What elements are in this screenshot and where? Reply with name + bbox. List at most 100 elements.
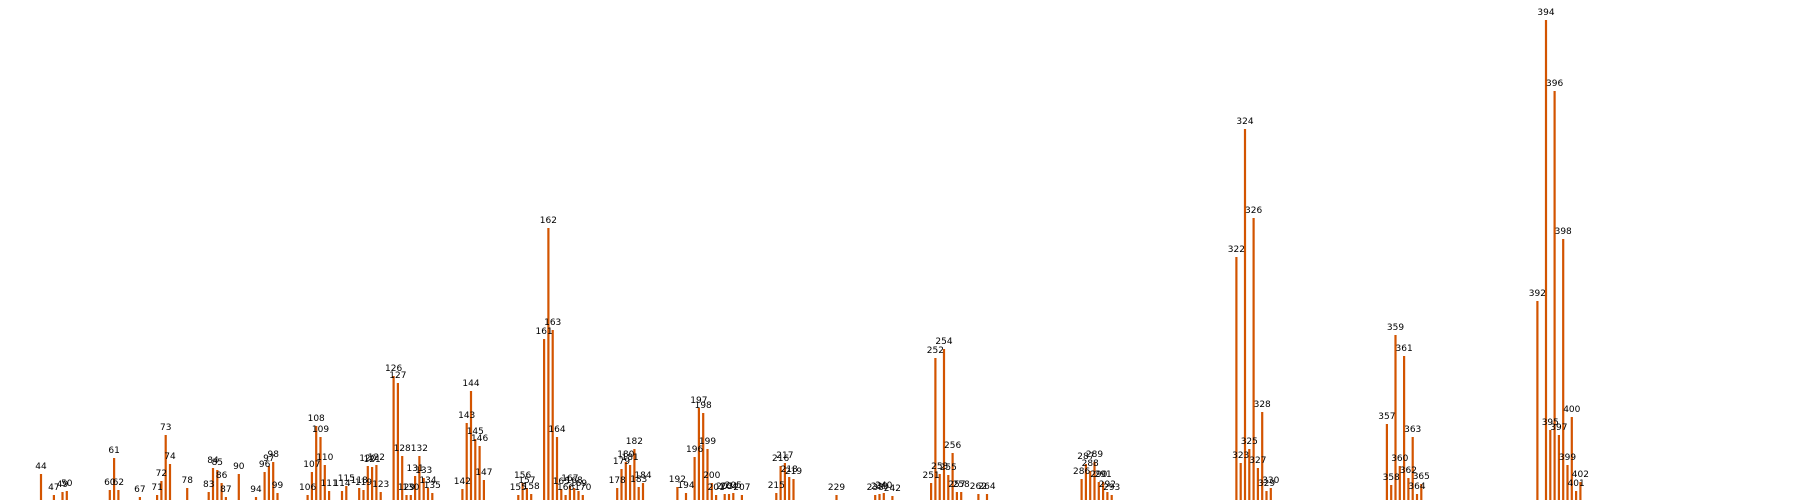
bar-label-240: 240 (875, 481, 892, 491)
bar-label-363: 363 (1404, 425, 1421, 435)
bar-238 (874, 495, 877, 500)
bar-label-109: 109 (312, 425, 329, 435)
bar-181 (629, 465, 632, 500)
bar-label-181: 181 (622, 453, 639, 463)
bar-label-126: 126 (385, 364, 402, 374)
bar-label-169: 169 (570, 479, 587, 489)
bar-label-256: 256 (944, 441, 961, 451)
bar-127 (396, 383, 399, 500)
bar-364 (1415, 494, 1419, 500)
bar-290 (1097, 482, 1100, 500)
bar-label-127: 127 (389, 371, 406, 381)
bar-329 (1265, 491, 1268, 500)
bar-label-364: 364 (1408, 482, 1425, 492)
bar-label-99: 99 (272, 481, 284, 491)
bar-134 (426, 488, 430, 500)
bar-label-229: 229 (828, 483, 845, 493)
bar-label-170: 170 (574, 483, 591, 493)
bar-label-90: 90 (233, 462, 245, 472)
bar-165 (560, 489, 563, 500)
bar-label-106: 106 (299, 483, 316, 493)
bar-label-107: 107 (303, 460, 320, 470)
bar-84 (211, 468, 215, 500)
bar-label-132: 132 (411, 444, 428, 454)
bar-203 (723, 494, 726, 500)
bar-109 (319, 437, 322, 500)
bar-label-327: 327 (1249, 456, 1266, 466)
bar-254 (942, 349, 946, 500)
bar-label-131: 131 (407, 464, 424, 474)
bar-161 (543, 339, 546, 500)
bar-label-130: 130 (402, 483, 419, 493)
bar-label-47: 47 (48, 483, 59, 493)
bar-label-325: 325 (1241, 437, 1258, 447)
bar-132 (418, 456, 421, 500)
bar-label-129: 129 (398, 483, 415, 493)
bar-61 (113, 458, 116, 500)
bar-label-401: 401 (1568, 479, 1585, 489)
bar-label-254: 254 (935, 337, 952, 347)
bar-164 (555, 437, 559, 500)
bar-label-399: 399 (1559, 453, 1576, 463)
bar-label-329: 329 (1258, 479, 1275, 489)
bar-label-361: 361 (1396, 344, 1413, 354)
bar-118 (358, 488, 361, 500)
bar-287 (1084, 464, 1087, 500)
bar-108 (315, 426, 318, 500)
bar-label-358: 358 (1383, 473, 1400, 483)
bar-400 (1570, 417, 1573, 500)
bar-60 (108, 490, 111, 500)
bar-258 (960, 492, 963, 500)
bar-72 (160, 481, 163, 500)
bar-label-161: 161 (536, 327, 553, 337)
bar-360 (1398, 466, 1401, 500)
bar-262 (977, 494, 980, 500)
bar-396 (1553, 91, 1556, 500)
bar-399 (1566, 465, 1569, 500)
bar-252 (934, 358, 937, 500)
bar-label-180: 180 (617, 450, 634, 460)
bar-label-215: 215 (768, 481, 785, 491)
bar-133 (422, 478, 425, 500)
bar-394 (1544, 20, 1548, 500)
bar-label-197: 197 (690, 396, 707, 406)
bar-362 (1407, 478, 1410, 500)
bar-257 (955, 492, 958, 500)
bar-label-360: 360 (1391, 454, 1408, 464)
bar-115 (345, 486, 348, 500)
bar-47 (52, 495, 55, 500)
bar-324 (1243, 129, 1247, 500)
bar-label-199: 199 (699, 437, 716, 447)
bar-label-135: 135 (424, 481, 441, 491)
bar-label-144: 144 (462, 379, 479, 389)
bar-label-110: 110 (316, 453, 333, 463)
bar-label-98: 98 (267, 450, 279, 460)
bar-label-264: 264 (978, 482, 995, 492)
bar-179 (620, 469, 623, 500)
bar-label-87: 87 (220, 485, 231, 495)
bar-label-357: 357 (1378, 412, 1395, 422)
bar-201 (715, 495, 718, 500)
bar-130 (409, 495, 412, 500)
bar-126 (392, 376, 395, 500)
bar-204 (727, 494, 731, 500)
bar-327 (1256, 468, 1259, 500)
bar-label-203: 203 (716, 482, 733, 492)
bar-198 (702, 413, 705, 500)
bar-253 (938, 474, 941, 500)
bar-44 (39, 474, 43, 500)
bar-255 (947, 475, 950, 500)
bar-label-128: 128 (394, 444, 411, 454)
bar-label-166: 166 (557, 483, 574, 493)
bar-96 (263, 472, 266, 500)
bar-label-162: 162 (540, 216, 557, 226)
bar-256 (951, 453, 954, 500)
bar-label-330: 330 (1262, 476, 1279, 486)
bar-357 (1385, 424, 1388, 500)
bar-label-96: 96 (259, 460, 271, 470)
bar-264 (985, 494, 989, 500)
bar-49 (61, 492, 64, 500)
bar-363 (1411, 437, 1414, 500)
bar-label-94: 94 (250, 485, 262, 495)
